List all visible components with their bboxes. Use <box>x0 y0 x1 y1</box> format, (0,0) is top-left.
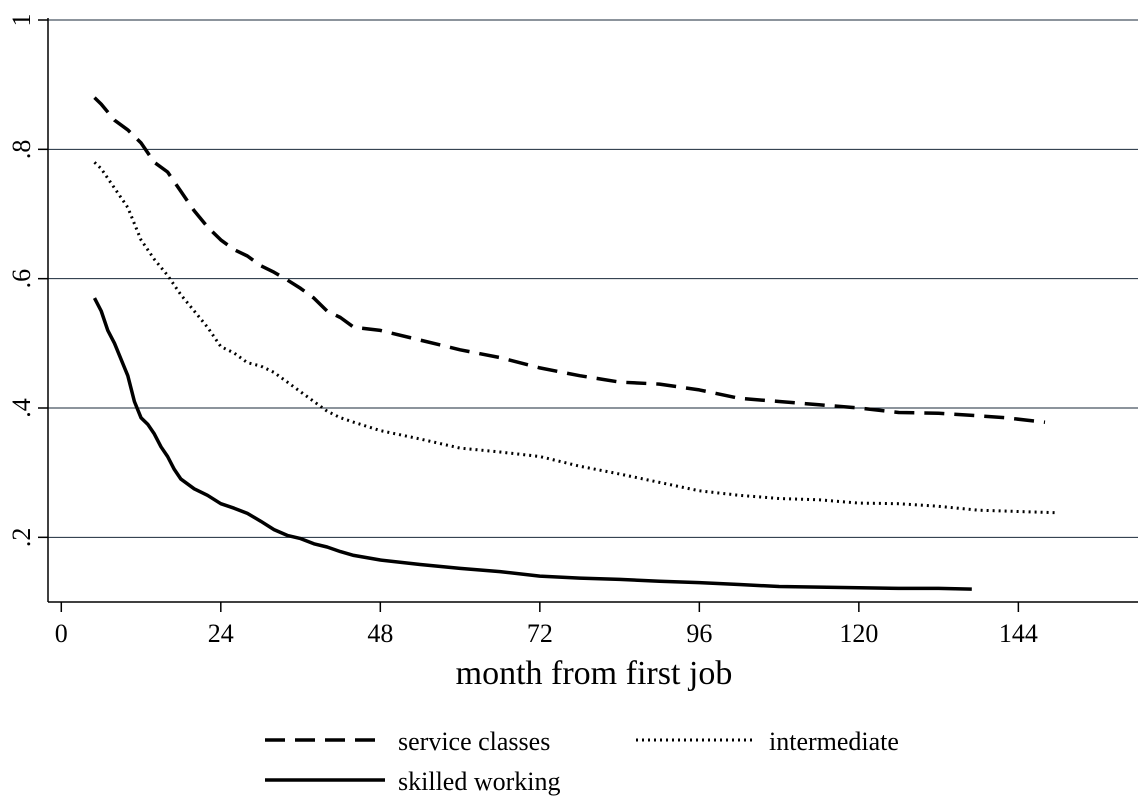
y-tick-label: .8 <box>7 140 36 160</box>
x-tick-label: 48 <box>367 619 393 648</box>
series-line-intermediate <box>93 161 1059 515</box>
series-lines <box>92 96 1059 591</box>
x-axis-title: month from first job <box>456 655 733 692</box>
x-tick-label: 144 <box>999 619 1038 648</box>
legend: service classes intermediate skilled wor… <box>265 727 899 796</box>
series-line-skilled-working <box>92 297 972 591</box>
axes <box>38 18 1138 612</box>
x-tick-label: 24 <box>208 619 234 648</box>
series-line-service-classes <box>93 96 1046 424</box>
y-tick-label: .6 <box>7 269 36 289</box>
x-tick-label: 96 <box>686 619 712 648</box>
y-tick-label: 1 <box>7 14 36 27</box>
tick-labels: .2 .4 .6 .8 1 0 24 48 72 96 120 144 <box>7 14 1038 649</box>
x-tick-label: 120 <box>839 619 878 648</box>
y-tick-label: .4 <box>7 398 36 418</box>
x-tick-label: 0 <box>55 619 68 648</box>
y-tick-label: .2 <box>7 528 36 548</box>
legend-label-service-classes: service classes <box>398 727 550 756</box>
legend-label-skilled-working: skilled working <box>398 767 561 796</box>
legend-label-intermediate: intermediate <box>769 727 899 756</box>
grid-lines <box>48 19 1138 538</box>
x-tick-label: 72 <box>527 619 553 648</box>
